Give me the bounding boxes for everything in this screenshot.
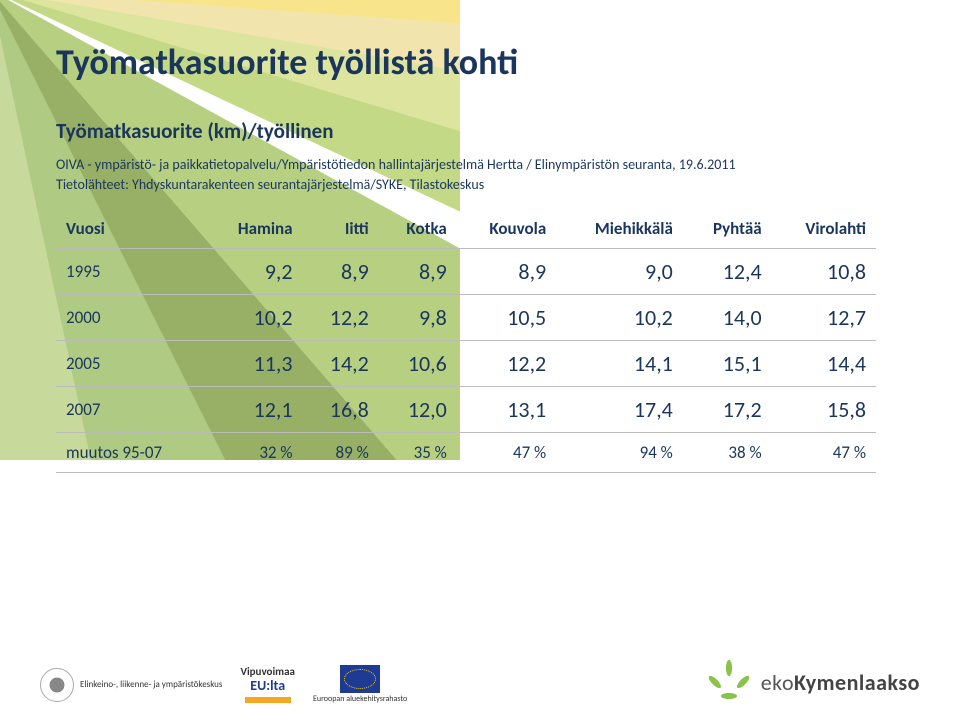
vipuvoimaa-logo: Vipuvoimaa EU:lta — [240, 666, 295, 702]
eko-burst-icon — [707, 660, 751, 704]
cell: 10,8 — [772, 249, 876, 295]
cell: 15,1 — [683, 341, 772, 387]
cell: 12,7 — [772, 295, 876, 341]
cell: 12,2 — [303, 295, 379, 341]
col-year: Vuosi — [56, 209, 206, 249]
eko-kymenlaakso-logo: ekoKymenlaakso — [707, 660, 920, 704]
eko-text: ekoKymenlaakso — [761, 669, 920, 696]
cell: 16,8 — [303, 387, 379, 433]
eu-fund-label: Euroopan aluekehitysrahasto — [313, 695, 407, 704]
cell: 9,8 — [379, 295, 457, 341]
cell: 94 % — [556, 433, 683, 473]
row-year: 2005 — [56, 341, 206, 387]
cell: 14,1 — [556, 341, 683, 387]
table-row-mutation: muutos 95-07 32 % 89 % 35 % 47 % 94 % 38… — [56, 433, 876, 473]
cell: 10,2 — [556, 295, 683, 341]
cell: 12,1 — [206, 387, 302, 433]
subtitle: Työmatkasuorite (km)/työllinen — [56, 118, 904, 144]
cell: 13,1 — [457, 387, 556, 433]
data-table: Vuosi Hamina Iitti Kotka Kouvola Miehikk… — [56, 209, 876, 473]
cell: 9,0 — [556, 249, 683, 295]
col-kouvola: Kouvola — [457, 209, 556, 249]
cell: 15,8 — [772, 387, 876, 433]
eko-text-bold: Kymenlaakso — [794, 669, 920, 696]
cell: 8,9 — [303, 249, 379, 295]
col-hamina: Hamina — [206, 209, 302, 249]
eu-flag-icon — [340, 665, 380, 693]
cell: 12,0 — [379, 387, 457, 433]
col-virolahti: Virolahti — [772, 209, 876, 249]
cell: 17,4 — [556, 387, 683, 433]
table-header-row: Vuosi Hamina Iitti Kotka Kouvola Miehikk… — [56, 209, 876, 249]
table-row: 2005 11,3 14,2 10,6 12,2 14,1 15,1 14,4 — [56, 341, 876, 387]
row-year: 2000 — [56, 295, 206, 341]
cell: 47 % — [457, 433, 556, 473]
row-year: 2007 — [56, 387, 206, 433]
cell: 8,9 — [379, 249, 457, 295]
col-iitti: Iitti — [303, 209, 379, 249]
table-row: 2007 12,1 16,8 12,0 13,1 17,4 17,2 15,8 — [56, 387, 876, 433]
footer-logos-left: Elinkeino-, liikenne- ja ympäristökeskus… — [40, 665, 407, 704]
eu-lta-label: EU:lta — [250, 678, 285, 693]
source-line-2: Tietolähteet: Yhdyskuntarakenteen seuran… — [56, 176, 904, 193]
cell: 14,2 — [303, 341, 379, 387]
cell: 14,0 — [683, 295, 772, 341]
cell: 38 % — [683, 433, 772, 473]
cell: 12,2 — [457, 341, 556, 387]
cell: 9,2 — [206, 249, 302, 295]
col-miehikkala: Miehikkälä — [556, 209, 683, 249]
cell: 8,9 — [457, 249, 556, 295]
cell: 10,5 — [457, 295, 556, 341]
row-year: 1995 — [56, 249, 206, 295]
table-row: 1995 9,2 8,9 8,9 8,9 9,0 12,4 10,8 — [56, 249, 876, 295]
col-kotka: Kotka — [379, 209, 457, 249]
eko-text-light: eko — [761, 669, 794, 696]
row-label: muutos 95-07 — [56, 433, 206, 473]
source-line-1: OIVA - ympäristö- ja paikkatietopalvelu/… — [56, 156, 904, 173]
page-title: Työmatkasuorite työllistä kohti — [56, 40, 904, 84]
cell: 47 % — [772, 433, 876, 473]
cell: 12,4 — [683, 249, 772, 295]
cell: 10,2 — [206, 295, 302, 341]
table-row: 2000 10,2 12,2 9,8 10,5 10,2 14,0 12,7 — [56, 295, 876, 341]
col-pyhtaa: Pyhtää — [683, 209, 772, 249]
footer: Elinkeino-, liikenne- ja ympäristökeskus… — [40, 660, 920, 704]
cell: 11,3 — [206, 341, 302, 387]
cell: 14,4 — [772, 341, 876, 387]
eu-logo: Euroopan aluekehitysrahasto — [313, 665, 407, 704]
ely-logo: Elinkeino-, liikenne- ja ympäristökeskus — [40, 668, 222, 702]
cell: 35 % — [379, 433, 457, 473]
cell: 32 % — [206, 433, 302, 473]
cell: 89 % — [303, 433, 379, 473]
cell: 10,6 — [379, 341, 457, 387]
cell: 17,2 — [683, 387, 772, 433]
vipu-bar-icon — [245, 697, 291, 703]
slide-content: Työmatkasuorite työllistä kohti Työmatka… — [0, 0, 960, 473]
ely-roundel-icon — [40, 668, 74, 702]
ely-text: Elinkeino-, liikenne- ja ympäristökeskus — [80, 680, 222, 690]
